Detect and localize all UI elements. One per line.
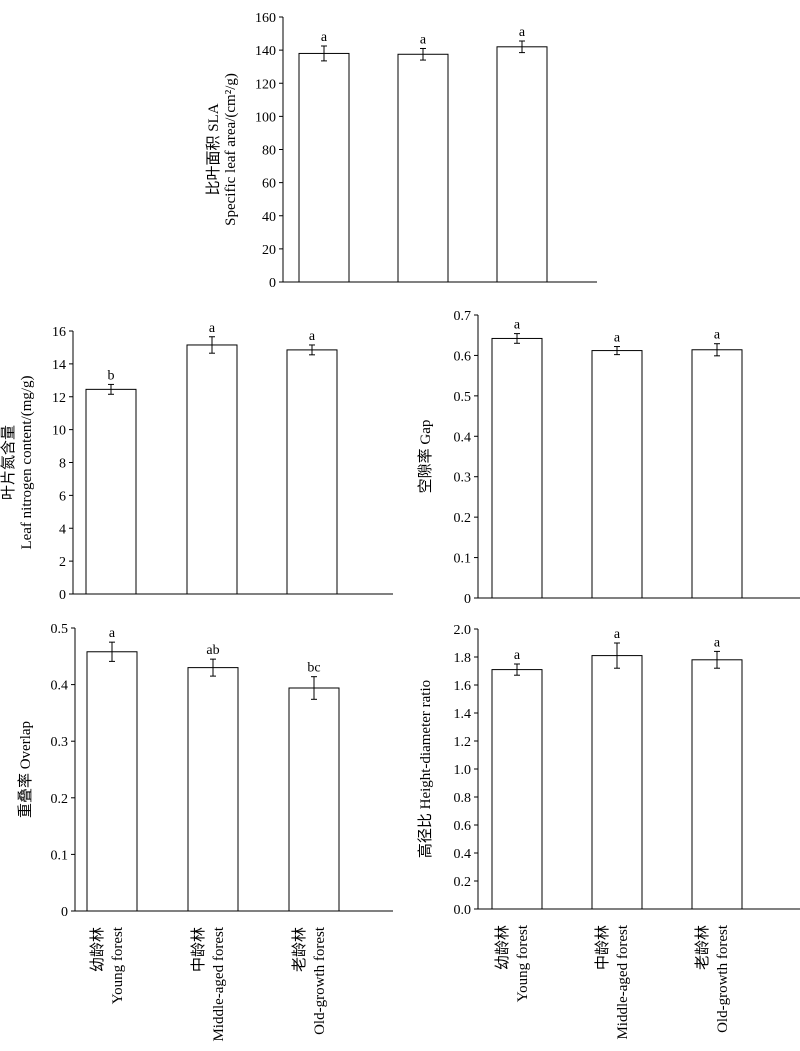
bar — [187, 667, 239, 912]
bar — [591, 655, 643, 910]
significance-letter: a — [420, 32, 427, 47]
significance-letter: b — [108, 368, 115, 383]
y-tick-label: 0.8 — [454, 791, 472, 806]
significance-letter: a — [714, 328, 721, 343]
y-tick-label: 0 — [464, 592, 471, 607]
significance-letter: ab — [206, 643, 219, 658]
y-tick-label: 20 — [262, 243, 276, 258]
category-label-cn: 老龄林 — [694, 925, 711, 970]
y-tick-label: 1.0 — [454, 763, 472, 778]
y-axis-label-cn: 比叶面积 SLA — [205, 103, 222, 195]
bar — [85, 388, 137, 595]
category-label-en: Middle-aged forest — [211, 926, 227, 1041]
significance-letter: a — [514, 318, 521, 333]
bar — [286, 349, 338, 595]
significance-letter: a — [714, 635, 721, 650]
y-tick-label: 10 — [52, 424, 66, 439]
y-axis-label-cn: 叶片氮含量 — [0, 425, 17, 500]
y-tick-label: 8 — [59, 457, 66, 472]
y-tick-label: 6 — [59, 489, 66, 504]
y-tick-label: 0.3 — [51, 735, 69, 750]
y-tick-label: 1.2 — [454, 735, 472, 750]
y-tick-label: 2 — [59, 555, 66, 570]
significance-letter: a — [519, 25, 526, 40]
bar — [691, 349, 743, 599]
y-tick-label: 0.0 — [454, 903, 472, 918]
y-tick-label: 0.1 — [51, 848, 69, 863]
y-tick-label: 0.2 — [454, 511, 472, 526]
y-tick-label: 12 — [52, 391, 66, 406]
y-tick-label: 14 — [52, 358, 66, 373]
y-tick-label: 1.8 — [454, 651, 472, 666]
y-tick-label: 0.4 — [51, 679, 69, 694]
category-label-en: Young forest — [110, 926, 126, 1004]
y-tick-label: 0.5 — [454, 390, 472, 405]
bar — [186, 344, 238, 595]
significance-letter: a — [614, 331, 621, 346]
chart-panel-gap: 0 0.1 0.2 0.3 0.4 0.5 0.6 0.7 a a a 空隙率 Gap — [417, 309, 800, 607]
significance-letter: bc — [307, 661, 320, 676]
significance-letter: a — [614, 627, 621, 642]
bar — [86, 651, 138, 912]
bar — [491, 337, 543, 599]
bar — [288, 687, 340, 912]
y-tick-label: 0 — [269, 276, 276, 291]
y-tick-label: 1.6 — [454, 679, 472, 694]
category-label-en: Old-growth forest — [715, 924, 731, 1033]
chart-panel-overlap: 0 0.1 0.2 0.3 0.4 0.5 a ab bc 重叠率 Overlap 幼龄林 Young… — [17, 622, 393, 1042]
significance-letter: a — [514, 648, 521, 663]
category-label-en: Young forest — [515, 924, 531, 1002]
category-label-cn: 中龄林 — [190, 927, 207, 972]
y-tick-label: 0.3 — [454, 471, 472, 486]
y-axis-label-en: Specific leaf area/(cm²/g) — [223, 73, 239, 226]
y-tick-label: 0.6 — [454, 819, 472, 834]
y-tick-label: 140 — [255, 44, 276, 59]
chart-panel-height-diameter: 0.0 0.2 0.4 0.6 0.8 1.0 1.2 1.4 1.6 1.8 2.0 a a a 高径比 … — [417, 623, 800, 1040]
category-label-en: Old-growth forest — [312, 926, 328, 1035]
chart-panel-leaf-nitrogen: 0 2 4 6 8 10 12 14 16 b a a 叶片氮含量 Leaf nitrogen conte… — [0, 321, 393, 603]
y-tick-label: 0 — [61, 905, 68, 920]
y-tick-label: 60 — [262, 177, 276, 192]
bar — [397, 53, 449, 283]
category-label-cn: 老龄林 — [291, 927, 308, 972]
y-axis-label-en: Leaf nitrogen content/(mg/g) — [19, 375, 35, 549]
significance-letter: a — [109, 626, 116, 641]
y-tick-label: 2.0 — [454, 623, 472, 638]
y-axis-label-cn: 高径比 Height-diameter ratio — [417, 680, 434, 858]
bar — [298, 52, 350, 283]
y-axis-label-cn: 重叠率 Overlap — [17, 721, 34, 818]
y-tick-label: 0.2 — [51, 792, 69, 807]
chart-panel-sla: 0 20 40 60 80 100 120 140 160 a a a 比叶面积 SLA Specific… — [205, 11, 597, 291]
y-axis-label-cn: 空隙率 Gap — [417, 420, 434, 494]
y-tick-label: 0.4 — [454, 847, 472, 862]
y-tick-label: 0.5 — [51, 622, 69, 637]
y-tick-label: 4 — [59, 522, 66, 537]
bar — [496, 46, 548, 283]
y-tick-label: 0 — [59, 588, 66, 603]
y-tick-label: 40 — [262, 210, 276, 225]
y-tick-label: 160 — [255, 11, 276, 26]
significance-letter: a — [209, 321, 216, 336]
y-tick-label: 100 — [255, 110, 276, 125]
y-tick-label: 0.2 — [454, 875, 472, 890]
category-label-cn: 幼龄林 — [494, 925, 511, 970]
y-tick-label: 0.4 — [454, 430, 472, 445]
bar — [591, 350, 643, 599]
significance-letter: a — [321, 30, 328, 45]
category-label-cn: 幼龄林 — [89, 927, 106, 972]
y-tick-label: 120 — [255, 77, 276, 92]
y-tick-label: 80 — [262, 144, 276, 159]
y-tick-label: 0.6 — [454, 349, 472, 364]
bar — [491, 669, 543, 910]
y-tick-label: 0.1 — [454, 552, 472, 567]
significance-letter: a — [309, 329, 316, 344]
category-label-en: Middle-aged forest — [615, 924, 631, 1039]
category-label-cn: 中龄林 — [594, 925, 611, 970]
y-tick-label: 1.4 — [454, 707, 472, 722]
y-tick-label: 16 — [52, 325, 66, 340]
bar — [691, 659, 743, 910]
y-tick-label: 0.7 — [454, 309, 472, 324]
